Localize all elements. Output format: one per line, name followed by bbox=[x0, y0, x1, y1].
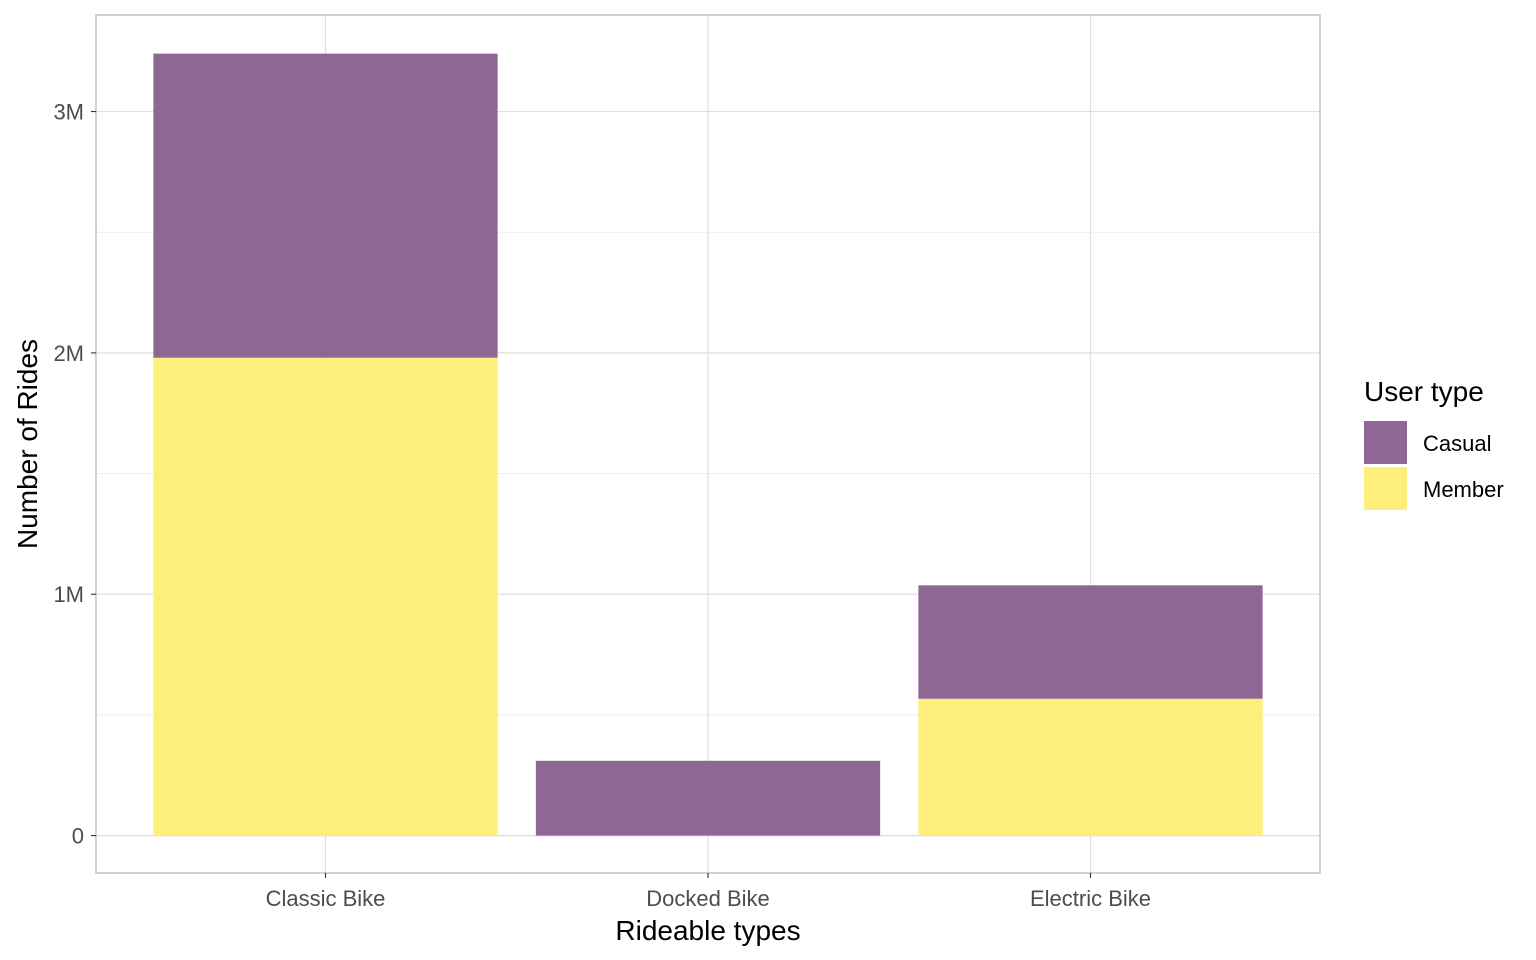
y-axis-ticks: 0 1M 2M 3M bbox=[53, 100, 96, 849]
y-axis-title: Number of Rides bbox=[12, 339, 43, 549]
x-tick-label: Electric Bike bbox=[1030, 886, 1151, 911]
y-tick-label: 2M bbox=[53, 341, 84, 366]
bar-casual-docked-bike bbox=[535, 760, 881, 836]
legend-label-member: Member bbox=[1423, 477, 1504, 502]
x-axis-ticks: Classic Bike Docked Bike Electric Bike bbox=[266, 873, 1151, 911]
bar-member-classic-bike bbox=[153, 357, 498, 836]
legend-title: User type bbox=[1364, 376, 1484, 407]
x-axis-title: Rideable types bbox=[615, 915, 800, 946]
x-tick-label: Classic Bike bbox=[266, 886, 386, 911]
bar-member-electric-bike bbox=[918, 698, 1263, 836]
legend: User type Casual Member bbox=[1364, 376, 1504, 510]
bar-casual-electric-bike bbox=[918, 585, 1263, 699]
bar-casual-classic-bike bbox=[153, 53, 498, 358]
legend-label-casual: Casual bbox=[1423, 431, 1491, 456]
legend-key-casual bbox=[1364, 421, 1407, 464]
legend-key-member bbox=[1364, 467, 1407, 510]
y-tick-label: 3M bbox=[53, 100, 84, 125]
y-tick-label: 0 bbox=[72, 824, 84, 849]
x-tick-label: Docked Bike bbox=[646, 886, 770, 911]
y-tick-label: 1M bbox=[53, 582, 84, 607]
bars bbox=[153, 53, 1263, 836]
